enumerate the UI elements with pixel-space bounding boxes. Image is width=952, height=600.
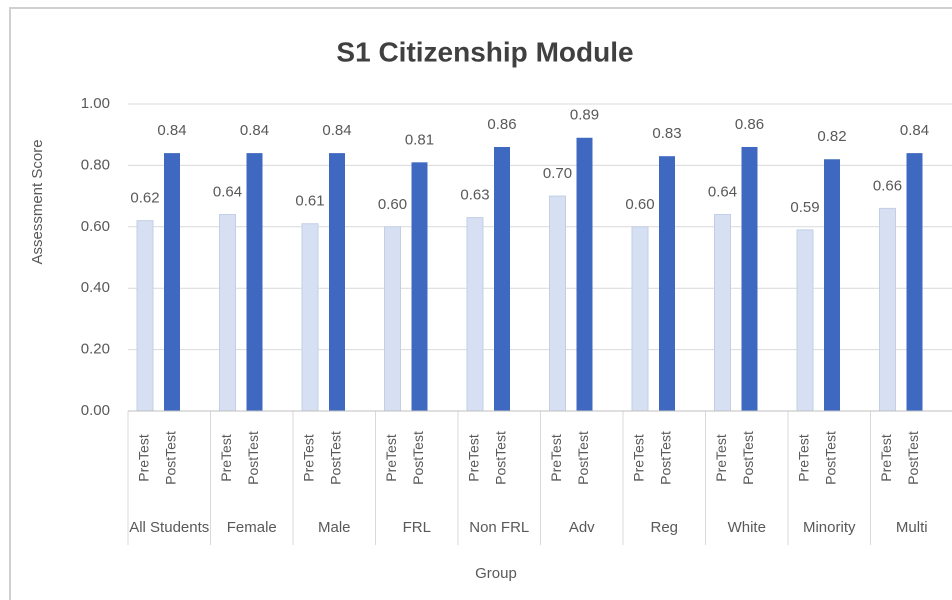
x-subcategory-label: PreTest (878, 434, 894, 482)
value-label: 0.84 (240, 122, 269, 139)
x-subcategory-label: PreTest (383, 434, 399, 482)
bar (824, 159, 840, 411)
x-axis-title: Group (475, 565, 517, 582)
x-subcategory-label: PostTest (245, 431, 261, 485)
bar (879, 207, 896, 412)
value-label: 0.61 (295, 193, 324, 210)
x-subcategory-label: PostTest (575, 431, 591, 485)
value-label: 0.82 (817, 128, 846, 145)
value-label: 0.64 (213, 183, 242, 200)
x-subcategory-label: PreTest (796, 434, 812, 482)
y-tick-label: 0.80 (81, 156, 110, 173)
x-subcategory-label: PostTest (658, 431, 674, 485)
x-subcategory-label: PostTest (163, 431, 179, 485)
x-subcategory-label: PreTest (218, 434, 234, 482)
x-group-label: Female (227, 519, 277, 536)
value-label: 0.84 (157, 122, 186, 139)
bar (329, 153, 345, 411)
bar (906, 153, 923, 411)
value-label: 0.64 (708, 183, 737, 200)
value-label: 0.70 (543, 165, 572, 182)
x-group-label: Non FRL (469, 519, 529, 536)
x-subcategory-label: PreTest (301, 434, 317, 482)
x-subcategory-label: PreTest (466, 434, 482, 482)
x-group-label: Male (318, 519, 351, 536)
bar (219, 214, 236, 412)
x-group-label: FRL (403, 519, 431, 536)
x-group-label: White (728, 519, 766, 536)
value-label: 0.83 (652, 125, 681, 142)
value-label: 0.62 (130, 190, 159, 207)
value-label: 0.60 (378, 196, 407, 213)
value-label: 0.86 (487, 116, 516, 133)
x-subcategory-label: PreTest (631, 434, 647, 482)
y-axis-title: Assessment Score (29, 139, 46, 264)
x-subcategory-label: PreTest (548, 434, 564, 482)
bar (741, 146, 758, 412)
x-group-label: All Students (129, 519, 209, 536)
value-label: 0.84 (900, 122, 929, 139)
x-subcategory-label: PostTest (410, 431, 426, 485)
value-label: 0.59 (790, 199, 819, 216)
bar (576, 137, 593, 411)
value-label: 0.84 (322, 122, 351, 139)
bar (714, 214, 731, 412)
bar (164, 153, 180, 411)
x-subcategory-label: PostTest (740, 431, 756, 485)
x-group-label: Multi (896, 519, 928, 536)
y-tick-label: 0.60 (81, 218, 110, 235)
y-tick-label: 0.40 (81, 279, 110, 296)
bar (136, 220, 154, 412)
x-subcategory-label: PostTest (328, 431, 344, 485)
bar (466, 217, 484, 412)
y-tick-label: 0.00 (81, 402, 110, 419)
y-tick-label: 1.00 (81, 95, 110, 112)
x-subcategory-label: PostTest (493, 431, 509, 485)
x-group-label: Reg (650, 519, 678, 536)
x-group-label: Adv (569, 519, 595, 536)
bar (246, 153, 263, 411)
bar (549, 195, 566, 412)
value-label: 0.63 (460, 187, 489, 204)
bar (631, 226, 649, 412)
value-label: 0.60 (625, 196, 654, 213)
bar (659, 156, 675, 411)
x-group-label: Minority (803, 519, 856, 536)
y-tick-label: 0.20 (81, 341, 110, 358)
bar (384, 226, 401, 412)
x-subcategory-label: PostTest (905, 431, 921, 485)
bar (494, 146, 510, 412)
bar (411, 162, 428, 411)
bar (796, 229, 814, 412)
value-label: 0.89 (570, 107, 599, 124)
chart-title: S1 Citizenship Module (336, 36, 633, 67)
bar (301, 223, 319, 412)
value-label: 0.81 (405, 131, 434, 148)
x-subcategory-label: PostTest (823, 431, 839, 485)
value-label: 0.66 (873, 177, 902, 194)
x-subcategory-label: PreTest (136, 434, 152, 482)
value-label: 0.86 (735, 116, 764, 133)
x-subcategory-label: PreTest (713, 434, 729, 482)
